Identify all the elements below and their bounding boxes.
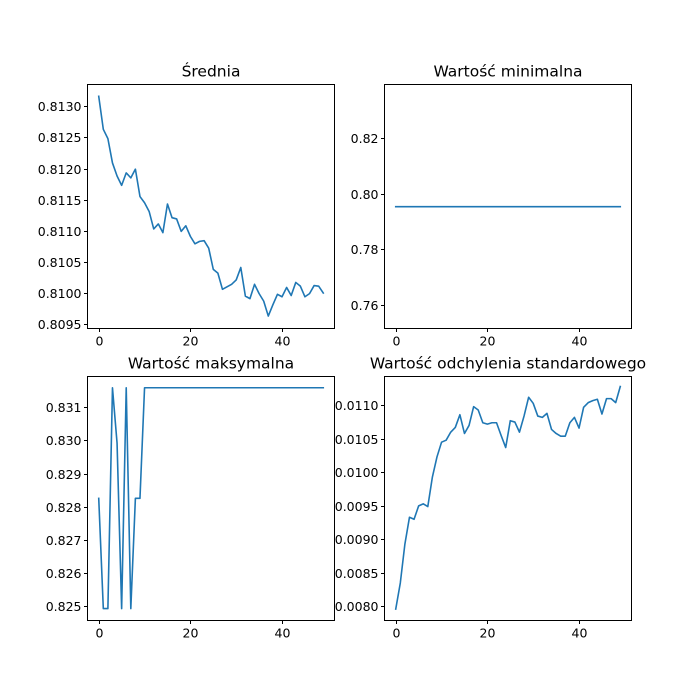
y-tick-label-std-0: 0.0080 xyxy=(335,599,379,614)
x-tick-label-std-0: 0 xyxy=(393,626,401,641)
y-tick-label-mean-0: 0.8095 xyxy=(38,317,82,332)
y-tick-label-max-6: 0.831 xyxy=(46,400,82,415)
subplot-max: Wartość maksymalna 0 20 40 0.825 0.826 0.827 0.… xyxy=(46,355,335,641)
y-tick-label-max-5: 0.830 xyxy=(46,433,82,448)
axes-frame-mean xyxy=(87,84,335,329)
y-tick-label-mean-2: 0.8105 xyxy=(38,255,82,270)
series-line-mean-0 xyxy=(97,95,325,317)
y-tick-label-std-1: 0.0085 xyxy=(335,566,379,581)
y-tick-label-min-2: 0.80 xyxy=(351,187,379,202)
y-tick-label-std-4: 0.0100 xyxy=(335,465,379,480)
y-tick-label-std-5: 0.0105 xyxy=(335,432,379,447)
subplot-mean: Średnia 0 20 40 0.8095 0.8100 0.8105 0.8110 0.81… xyxy=(38,62,335,349)
x-tick-label-mean-0: 0 xyxy=(96,334,104,349)
series-line-max-0 xyxy=(97,386,325,610)
y-tick-label-max-0: 0.825 xyxy=(46,599,82,614)
y-tick-label-max-3: 0.828 xyxy=(46,500,82,515)
x-tick-label-min-1: 20 xyxy=(480,334,496,349)
chart-title-max: Wartość maksymalna xyxy=(128,355,294,373)
y-tick-label-max-4: 0.829 xyxy=(46,467,82,482)
y-tick-label-max-2: 0.827 xyxy=(46,533,82,548)
x-tick-label-mean-2: 40 xyxy=(275,334,291,349)
axes-frame-std xyxy=(384,376,632,621)
x-tick-label-min-0: 0 xyxy=(393,334,401,349)
x-tick-label-std-2: 40 xyxy=(572,626,588,641)
subplot-min: Wartość minimalna 0 20 40 0.76 0.78 0.80 0.82 xyxy=(351,63,632,349)
series-line-std-0 xyxy=(394,385,622,611)
y-tick-label-min-0: 0.76 xyxy=(351,298,379,313)
y-tick-label-min-3: 0.82 xyxy=(351,131,379,146)
axes-frame-max xyxy=(87,376,335,621)
chart-title-std: Wartość odchylenia standardowego xyxy=(370,355,646,373)
y-tick-label-mean-6: 0.8125 xyxy=(38,130,82,145)
x-tick-label-max-1: 20 xyxy=(183,626,199,641)
chart-title-mean: Średnia xyxy=(182,62,241,81)
subplot-std: Wartość odchylenia standardowego 0 20 40 0.0… xyxy=(335,355,646,641)
y-tick-label-mean-1: 0.8100 xyxy=(38,286,82,301)
y-tick-label-mean-5: 0.8120 xyxy=(38,162,82,177)
y-tick-label-mean-4: 0.8115 xyxy=(38,193,82,208)
x-tick-label-mean-1: 20 xyxy=(183,334,199,349)
x-tick-label-min-2: 40 xyxy=(572,334,588,349)
y-tick-label-mean-3: 0.8110 xyxy=(38,224,82,239)
y-tick-label-mean-7: 0.8130 xyxy=(38,99,82,114)
y-tick-label-min-1: 0.78 xyxy=(351,242,379,257)
y-tick-label-std-2: 0.0090 xyxy=(335,532,379,547)
y-tick-label-std-6: 0.0110 xyxy=(335,398,379,413)
x-tick-label-max-0: 0 xyxy=(96,626,104,641)
y-tick-label-max-1: 0.826 xyxy=(46,566,82,581)
axes-frame-min xyxy=(384,84,632,329)
y-tick-label-std-3: 0.0095 xyxy=(335,499,379,514)
x-tick-label-max-2: 40 xyxy=(275,626,291,641)
x-tick-label-std-1: 20 xyxy=(480,626,496,641)
chart-title-min: Wartość minimalna xyxy=(433,63,582,81)
